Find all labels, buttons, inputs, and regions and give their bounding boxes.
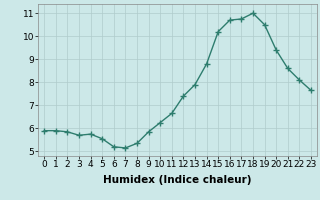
X-axis label: Humidex (Indice chaleur): Humidex (Indice chaleur) bbox=[103, 175, 252, 185]
